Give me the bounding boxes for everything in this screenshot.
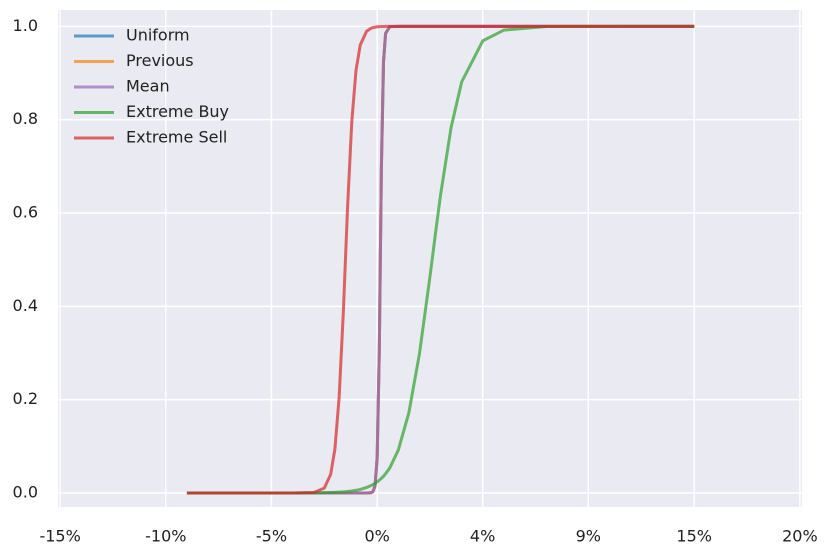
x-tick-label: 20% — [782, 527, 818, 546]
y-tick-label: 0.6 — [13, 203, 38, 222]
y-tick-label: 0.8 — [13, 109, 38, 128]
legend-label: Uniform — [126, 26, 190, 45]
x-tick-label: 0% — [364, 527, 389, 546]
x-tick-label: -5% — [256, 527, 287, 546]
legend-label: Extreme Buy — [126, 102, 229, 121]
x-tick-label: 15% — [676, 527, 712, 546]
x-tick-label: 4% — [470, 527, 495, 546]
y-tick-label: 0.4 — [13, 296, 38, 315]
legend-label: Extreme Sell — [126, 128, 227, 147]
series-line — [186, 24, 695, 495]
legend: Uniform Previous Mean Extreme Buy Extreme Se… — [74, 26, 229, 147]
plot-area — [58, 10, 802, 507]
legend-label: Previous — [126, 51, 194, 70]
legend-label: Mean — [126, 77, 170, 96]
x-tick-label: 9% — [576, 527, 601, 546]
x-tick-label: -15% — [39, 527, 80, 546]
y-tick-label: 0.0 — [13, 483, 38, 502]
y-tick-label: 1.0 — [13, 16, 38, 35]
x-tick-label: -10% — [145, 527, 186, 546]
series-line — [186, 24, 695, 495]
y-tick-label: 0.2 — [13, 389, 38, 408]
